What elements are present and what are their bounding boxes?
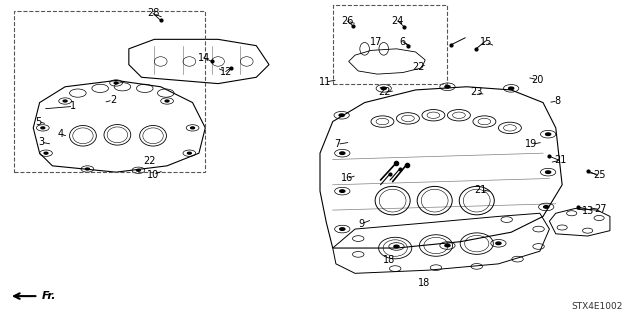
Circle shape bbox=[191, 127, 195, 129]
Text: 13: 13 bbox=[582, 206, 594, 216]
Circle shape bbox=[340, 190, 345, 192]
Text: 22: 22 bbox=[413, 62, 425, 72]
Text: 2: 2 bbox=[110, 95, 116, 105]
Circle shape bbox=[44, 152, 48, 154]
Bar bbox=[333, 4, 447, 84]
Text: 8: 8 bbox=[555, 96, 561, 106]
Text: 15: 15 bbox=[479, 37, 492, 47]
Text: 10: 10 bbox=[147, 170, 159, 180]
Text: 12: 12 bbox=[220, 67, 232, 77]
Text: 1: 1 bbox=[70, 101, 76, 111]
Circle shape bbox=[509, 87, 514, 90]
Circle shape bbox=[445, 244, 450, 247]
Circle shape bbox=[86, 168, 90, 170]
Text: 18: 18 bbox=[383, 255, 395, 265]
Text: 28: 28 bbox=[147, 8, 159, 19]
Circle shape bbox=[381, 87, 387, 90]
Text: 21: 21 bbox=[555, 155, 567, 165]
Circle shape bbox=[114, 82, 118, 84]
Text: 21: 21 bbox=[474, 184, 487, 195]
Text: 14: 14 bbox=[198, 53, 210, 63]
Text: 22: 22 bbox=[143, 156, 156, 166]
Circle shape bbox=[545, 171, 550, 174]
Text: 26: 26 bbox=[341, 16, 353, 26]
Circle shape bbox=[188, 152, 191, 154]
Text: 27: 27 bbox=[594, 204, 607, 214]
Text: 20: 20 bbox=[532, 75, 544, 85]
Text: 5: 5 bbox=[35, 116, 42, 127]
Text: 7: 7 bbox=[334, 139, 340, 149]
Text: 24: 24 bbox=[392, 16, 404, 26]
Text: 23: 23 bbox=[470, 87, 483, 98]
Text: 22: 22 bbox=[379, 87, 391, 98]
Text: 25: 25 bbox=[593, 170, 605, 180]
Circle shape bbox=[543, 206, 548, 208]
Circle shape bbox=[41, 127, 45, 129]
Circle shape bbox=[165, 100, 169, 102]
Text: 4: 4 bbox=[58, 129, 64, 139]
Circle shape bbox=[136, 169, 140, 171]
Text: 16: 16 bbox=[340, 174, 353, 183]
Circle shape bbox=[63, 100, 67, 102]
Text: Fr.: Fr. bbox=[42, 291, 56, 301]
Text: 17: 17 bbox=[370, 38, 382, 48]
Circle shape bbox=[545, 133, 550, 136]
Circle shape bbox=[394, 245, 399, 248]
Circle shape bbox=[340, 228, 345, 230]
Circle shape bbox=[445, 85, 450, 88]
Circle shape bbox=[496, 242, 501, 245]
Text: 3: 3 bbox=[38, 137, 44, 147]
Text: 19: 19 bbox=[525, 139, 538, 149]
Bar bbox=[14, 11, 205, 172]
Text: STX4E1002: STX4E1002 bbox=[572, 302, 623, 311]
Text: 9: 9 bbox=[358, 219, 365, 229]
Text: 6: 6 bbox=[400, 37, 406, 47]
Text: 11: 11 bbox=[319, 77, 332, 87]
Circle shape bbox=[339, 114, 344, 116]
Circle shape bbox=[340, 152, 345, 154]
Text: 18: 18 bbox=[418, 278, 430, 288]
